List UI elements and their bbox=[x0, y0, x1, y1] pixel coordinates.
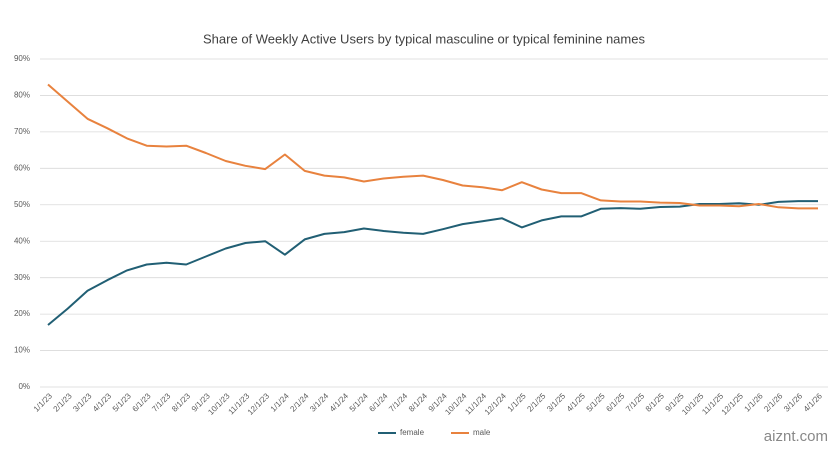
y-tick-label: 50% bbox=[14, 200, 30, 209]
y-tick-label: 70% bbox=[14, 127, 30, 136]
line-series bbox=[47, 83, 818, 210]
y-tick-label: 30% bbox=[14, 273, 30, 282]
y-tick-label: 40% bbox=[14, 236, 30, 245]
legend-label: female bbox=[400, 428, 425, 437]
y-tick-label: 20% bbox=[14, 309, 30, 318]
watermark: aiznt.com bbox=[764, 428, 828, 445]
line-series bbox=[47, 200, 818, 326]
y-tick-label: 80% bbox=[14, 91, 30, 100]
chart-title: Share of Weekly Active Users by typical … bbox=[203, 31, 645, 46]
legend-label: male bbox=[473, 428, 491, 437]
y-tick-label: 90% bbox=[14, 54, 30, 63]
y-tick-label: 10% bbox=[14, 346, 30, 355]
y-tick-label: 0% bbox=[18, 382, 30, 391]
y-tick-label: 60% bbox=[14, 163, 30, 172]
